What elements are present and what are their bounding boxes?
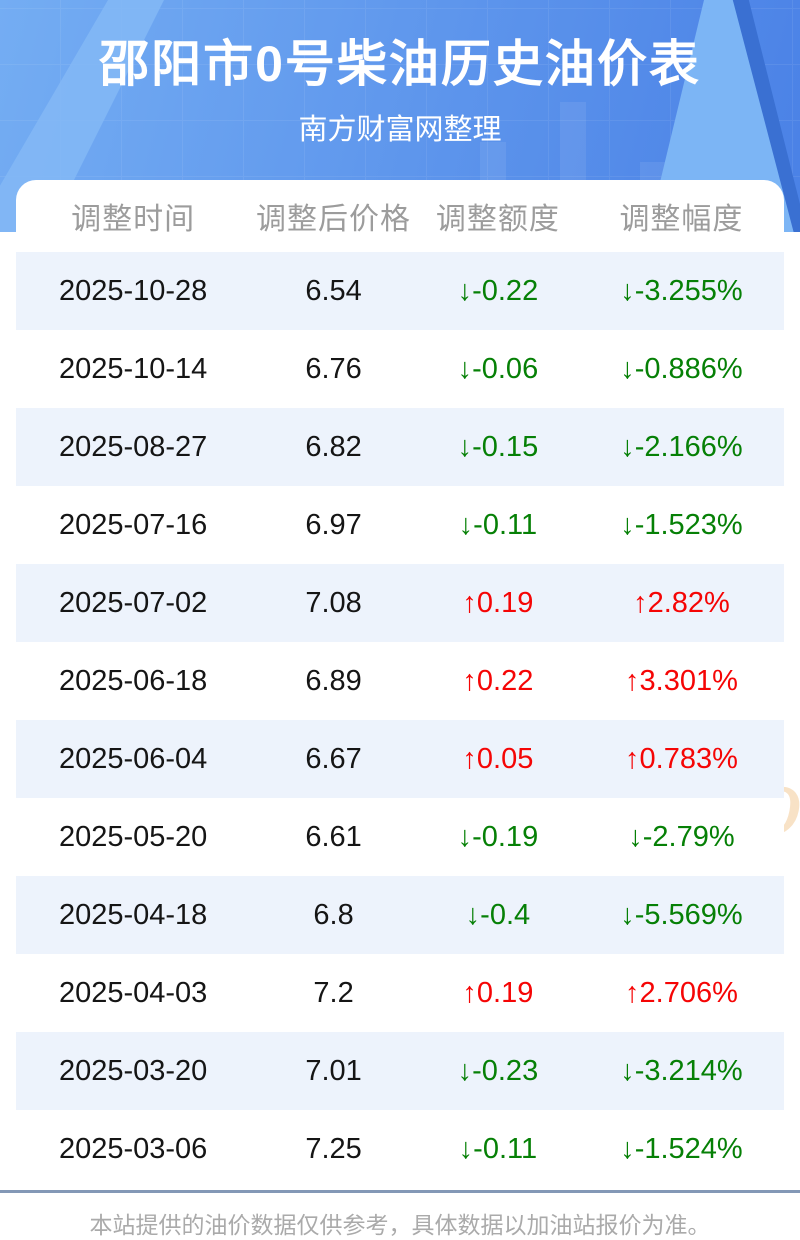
row-date: 2025-07-02 <box>58 586 208 619</box>
row-date: 2025-03-06 <box>58 1132 208 1165</box>
row-date: 2025-10-28 <box>58 274 208 307</box>
row-price: 7.08 <box>305 586 362 619</box>
row-price: 7.01 <box>305 1054 362 1087</box>
row-percent: ↑0.783% <box>625 742 738 775</box>
row-percent: ↓-2.79% <box>628 820 735 853</box>
row-date: 2025-03-20 <box>58 1054 208 1087</box>
table-row: 2025-08-27 6.82 ↓-0.15 ↓-2.166% <box>16 408 784 486</box>
column-header-date: 调整时间 <box>71 203 196 236</box>
row-price: 6.54 <box>305 274 362 307</box>
row-change: ↓-0.15 <box>457 430 539 463</box>
row-change: ↑0.19 <box>462 976 534 1009</box>
row-date: 2025-08-27 <box>58 430 208 463</box>
row-percent: ↓-2.166% <box>620 430 743 463</box>
row-change: ↓-0.22 <box>457 274 539 307</box>
row-price: 6.97 <box>305 508 362 541</box>
row-price: 6.89 <box>305 664 362 697</box>
row-change: ↓-0.4 <box>465 898 531 931</box>
row-change: ↓-0.06 <box>457 352 539 385</box>
row-price: 6.82 <box>305 430 362 463</box>
row-percent: ↓-0.886% <box>620 352 743 385</box>
row-date: 2025-06-04 <box>58 742 208 775</box>
row-percent: ↑3.301% <box>625 664 738 697</box>
row-change: ↑0.19 <box>462 586 534 619</box>
row-percent: ↓-3.214% <box>620 1054 743 1087</box>
row-date: 2025-04-18 <box>58 898 208 931</box>
row-date: 2025-04-03 <box>58 976 208 1009</box>
row-percent: ↑2.706% <box>625 976 738 1009</box>
footer-divider <box>0 1190 800 1193</box>
table-row: 2025-05-20 6.61 ↓-0.19 ↓-2.79% <box>16 798 784 876</box>
table-row: 2025-07-02 7.08 ↑0.19 ↑2.82% <box>16 564 784 642</box>
footer-note: 本站提供的油价数据仅供参考，具体数据以加油站报价为准。 <box>89 1212 711 1238</box>
row-change: ↓-0.19 <box>457 820 539 853</box>
table-row: 2025-04-03 7.2 ↑0.19 ↑2.706% <box>16 954 784 1032</box>
table-row: 2025-03-20 7.01 ↓-0.23 ↓-3.214% <box>16 1032 784 1110</box>
table-row: 2025-06-18 6.89 ↑0.22 ↑3.301% <box>16 642 784 720</box>
page-subtitle: 南方财富网整理 <box>298 114 502 146</box>
table-row: 2025-06-04 6.67 ↑0.05 ↑0.783% <box>16 720 784 798</box>
row-price: 6.76 <box>305 352 362 385</box>
row-change: ↓-0.11 <box>458 1132 538 1165</box>
row-price: 7.2 <box>313 976 354 1009</box>
row-change: ↑0.22 <box>462 664 534 697</box>
row-percent: ↑2.82% <box>633 586 730 619</box>
table-row: 2025-07-16 6.97 ↓-0.11 ↓-1.523% <box>16 486 784 564</box>
row-date: 2025-07-16 <box>58 508 208 541</box>
row-change: ↑0.05 <box>462 742 534 775</box>
row-percent: ↓-1.524% <box>620 1132 743 1165</box>
row-change: ↓-0.23 <box>457 1054 539 1087</box>
row-change: ↓-0.11 <box>458 508 538 541</box>
row-price: 6.8 <box>313 898 354 931</box>
column-header-percent: 调整幅度 <box>619 203 744 236</box>
table-header-row: 调整时间 调整后价格 调整额度 调整幅度 <box>16 180 784 252</box>
table-row: 2025-04-18 6.8 ↓-0.4 ↓-5.569% <box>16 876 784 954</box>
table-row: 2025-10-28 6.54 ↓-0.22 ↓-3.255% <box>16 252 784 330</box>
table-row: 2025-10-14 6.76 ↓-0.06 ↓-0.886% <box>16 330 784 408</box>
table-row: 2025-03-06 7.25 ↓-0.11 ↓-1.524% <box>16 1110 784 1188</box>
page-title: 邵阳市0号柴油历史油价表 <box>99 36 701 92</box>
row-price: 7.25 <box>305 1132 362 1165</box>
row-date: 2025-05-20 <box>58 820 208 853</box>
row-date: 2025-06-18 <box>58 664 208 697</box>
row-percent: ↓-1.523% <box>620 508 743 541</box>
price-table-card: 调整时间 调整后价格 调整额度 调整幅度 2025-10-28 6.54 ↓-0… <box>16 180 784 1188</box>
row-price: 6.67 <box>305 742 362 775</box>
column-header-change: 调整额度 <box>435 203 560 236</box>
row-price: 6.61 <box>305 820 362 853</box>
row-date: 2025-10-14 <box>58 352 208 385</box>
column-header-price: 调整后价格 <box>256 203 412 236</box>
row-percent: ↓-3.255% <box>620 274 743 307</box>
row-percent: ↓-5.569% <box>620 898 743 931</box>
